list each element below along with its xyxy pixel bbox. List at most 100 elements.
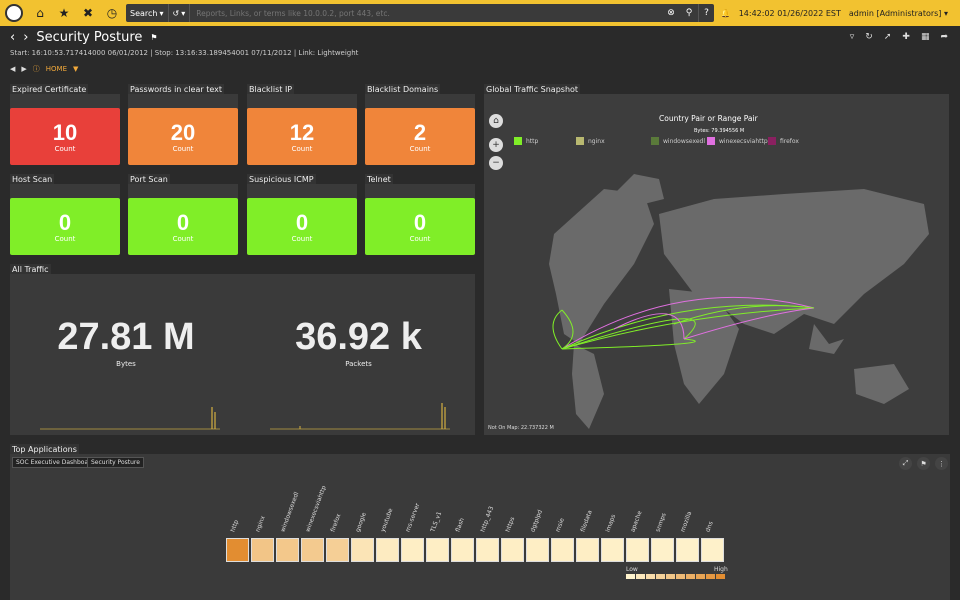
search-mode-dropdown[interactable]: Search ▾ xyxy=(126,4,169,22)
search-icon[interactable]: ⚲ xyxy=(685,8,693,18)
app-cell[interactable] xyxy=(501,538,524,562)
app-cell[interactable] xyxy=(226,538,249,562)
back-icon[interactable]: ‹ xyxy=(10,30,16,45)
prev-icon[interactable]: ◀ xyxy=(10,65,16,73)
home-breadcrumb[interactable]: HOME xyxy=(45,65,68,73)
legend-swatch xyxy=(514,137,522,145)
app-cell[interactable] xyxy=(626,538,649,562)
tag-security-posture[interactable]: Security Posture xyxy=(87,457,144,468)
app-cell[interactable] xyxy=(351,538,374,562)
stat-card[interactable]: 0 Count xyxy=(10,198,120,255)
map-label: Global Traffic Snapshot xyxy=(484,84,581,95)
clear-icon[interactable]: ⊗ xyxy=(667,8,675,18)
app-cell[interactable] xyxy=(701,538,724,562)
share-icon[interactable]: ➦ xyxy=(940,32,948,42)
app-cell[interactable] xyxy=(576,538,599,562)
chevron-down-icon: ▾ xyxy=(181,8,186,18)
map-title: Country Pair or Range Pair xyxy=(659,114,758,123)
zoom-in-button[interactable]: + xyxy=(489,138,503,152)
info-icon: ⓘ xyxy=(32,65,40,73)
home-dropdown-icon[interactable]: ▼ xyxy=(73,65,79,73)
map-legend-item[interactable]: http xyxy=(514,137,538,145)
tag-icon[interactable]: ⚑ xyxy=(917,457,930,470)
tag-soc-dashboard[interactable]: SOC Executive Dashboard xyxy=(12,457,99,468)
star-icon[interactable]: ★ xyxy=(58,6,70,20)
app-cell[interactable] xyxy=(251,538,274,562)
heat-legend-cell xyxy=(636,574,645,579)
user-menu[interactable]: admin [Administrators] ▾ xyxy=(848,8,948,18)
stat-card[interactable]: 12 Count xyxy=(247,108,357,165)
legend-swatch xyxy=(707,137,715,145)
page-title: Security Posture xyxy=(36,30,143,45)
stat-card[interactable]: 10 Count xyxy=(10,108,120,165)
heat-legend-cell xyxy=(646,574,655,579)
stat-card[interactable]: 0 Count xyxy=(247,198,357,255)
map-legend-item[interactable]: nginx xyxy=(576,137,605,145)
bytes-sparkline xyxy=(40,407,220,430)
heat-legend-cell xyxy=(676,574,685,579)
app-cell[interactable] xyxy=(651,538,674,562)
map-legend-item[interactable]: winexecsviahttp xyxy=(707,137,768,145)
app-cell[interactable] xyxy=(376,538,399,562)
clock-icon[interactable]: ◷ xyxy=(106,6,118,20)
app-cell[interactable] xyxy=(551,538,574,562)
expand-icon[interactable]: ⤢ xyxy=(899,457,912,470)
tools-icon[interactable]: ✖ xyxy=(82,6,94,20)
help-button[interactable]: ? xyxy=(698,4,714,22)
map-legend-item[interactable]: firefox xyxy=(768,137,799,145)
app-cell[interactable] xyxy=(451,538,474,562)
app-logo[interactable] xyxy=(5,4,23,22)
stat-unit: Count xyxy=(409,234,431,243)
all-traffic-label: All Traffic xyxy=(10,264,51,275)
heat-legend-cell xyxy=(626,574,635,579)
bell-icon[interactable]: 🔔 xyxy=(720,8,731,18)
app-cell[interactable] xyxy=(476,538,499,562)
map-home-button[interactable]: ⌂ xyxy=(489,114,503,128)
app-cell[interactable] xyxy=(526,538,549,562)
app-cell[interactable] xyxy=(676,538,699,562)
stat-value: 0 xyxy=(58,209,72,235)
app-cell[interactable] xyxy=(426,538,449,562)
map-legend-item[interactable]: windowsexedl xyxy=(651,137,705,145)
tag-icon[interactable]: ⚑ xyxy=(150,33,158,42)
refresh-icon[interactable]: ↻ xyxy=(865,32,873,42)
stat-card[interactable]: 0 Count xyxy=(365,198,475,255)
app-cell[interactable] xyxy=(601,538,624,562)
search-mode-label: Search xyxy=(130,8,158,18)
bytes-label: Bytes xyxy=(116,360,136,368)
heat-legend-cell xyxy=(716,574,725,579)
app-cell[interactable] xyxy=(276,538,299,562)
more-menu-icon[interactable]: ⋮ xyxy=(935,457,948,470)
calendar-icon[interactable]: ▦ xyxy=(920,32,930,42)
heat-legend-cell xyxy=(666,574,675,579)
add-icon[interactable]: ✚ xyxy=(902,32,910,42)
stat-card[interactable]: 2 Count xyxy=(365,108,475,165)
legend-swatch xyxy=(768,137,776,145)
top-apps-label: Top Applications xyxy=(10,444,79,455)
stat-label: Telnet xyxy=(365,174,393,185)
app-cell[interactable] xyxy=(401,538,424,562)
forward-icon[interactable]: › xyxy=(23,30,29,45)
zoom-out-button[interactable]: − xyxy=(489,156,503,170)
stat-label: Blacklist Domains xyxy=(365,84,441,95)
stat-label: Passwords in clear text xyxy=(128,84,224,95)
app-cell[interactable] xyxy=(326,538,349,562)
search-input[interactable] xyxy=(190,6,662,20)
app-cell[interactable] xyxy=(301,538,324,562)
filter-icon[interactable]: ▿ xyxy=(849,32,855,42)
heat-legend-cell xyxy=(686,574,695,579)
map-panel[interactable]: Country Pair or Range Pair Bytes: 79.394… xyxy=(484,94,949,435)
heat-legend-high: High xyxy=(714,566,728,573)
legend-swatch xyxy=(651,137,659,145)
traffic-arcs xyxy=(552,296,815,350)
stat-value: 0 xyxy=(295,209,309,235)
home-icon[interactable]: ⌂ xyxy=(36,6,44,20)
pin-icon[interactable]: ➚ xyxy=(883,32,892,42)
next-icon[interactable]: ▶ xyxy=(21,65,27,73)
heat-legend-cell xyxy=(696,574,705,579)
stat-card[interactable]: 20 Count xyxy=(128,108,238,165)
stat-value: 20 xyxy=(170,119,196,145)
history-dropdown[interactable]: ↺ ▾ xyxy=(169,4,191,22)
stat-card[interactable]: 0 Count xyxy=(128,198,238,255)
legend-label: http xyxy=(526,137,539,145)
